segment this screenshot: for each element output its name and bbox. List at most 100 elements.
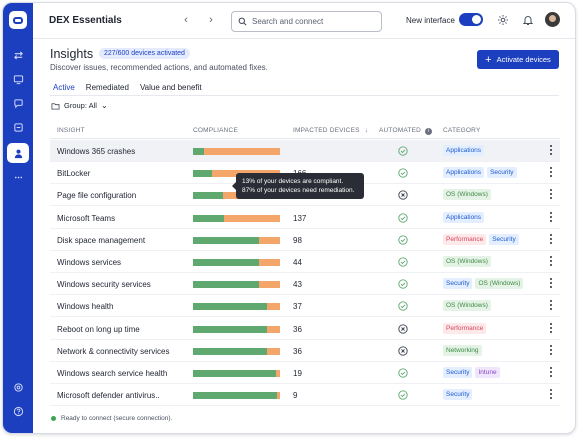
search-input[interactable] [252,17,372,26]
col-automated[interactable]: AUTOMATED i [379,127,433,135]
compliance-bar-compliant [193,236,260,244]
cross-circle-icon [398,346,408,356]
kebab-menu-icon[interactable] [548,300,554,312]
table-row[interactable]: Windows health 37 OS (Windows) [50,295,560,318]
status-dot-icon [51,416,56,421]
compliance-bar[interactable] [193,370,280,377]
col-compliance[interactable]: COMPLIANCE [193,127,238,134]
compliance-bar[interactable] [193,148,280,155]
impacted-devices-count: 19 [293,369,302,378]
kebab-menu-icon[interactable] [548,233,554,246]
compliance-bar[interactable] [193,325,280,333]
chat-icon[interactable] [10,95,26,111]
impacted-devices-count: 37 [293,302,302,312]
category-tag: OS (Windows) [443,189,491,201]
category-tag: Security [489,233,519,245]
table-row[interactable]: Windows security services 43 Security OS (W… [50,273,560,296]
devices-count-badge: 227/600 devices activated [99,48,190,59]
table-row[interactable]: Network & connectivity services 36 Network… [50,340,560,362]
impacted-devices-count: 137 [293,213,307,223]
search-box[interactable] [231,11,382,32]
category-tags: Security [443,389,473,401]
insight-name: Windows 365 crashes [57,147,136,156]
check-circle-icon [398,235,408,245]
kebab-menu-icon[interactable] [548,278,554,290]
impacted-devices-count: 9 [293,391,298,401]
category-tags: OS (Windows) [443,256,491,267]
kebab-menu-icon[interactable] [548,145,554,157]
compliance-bar[interactable] [193,347,280,355]
col-category[interactable]: CATEGORY [443,127,481,134]
forward-arrow-icon[interactable]: › [209,14,213,26]
table-row[interactable]: Microsoft Teams 137 Applications [50,207,560,229]
compliance-bar-noncompliant [204,148,280,155]
tab-remediated[interactable]: Remediated [85,83,129,92]
more-icon[interactable] [10,169,26,185]
impacted-devices-count: 36 [293,324,302,334]
category-tag: Networking [443,344,482,356]
compliance-bar-noncompliant [224,214,280,222]
table-row[interactable]: Windows search service health 19 Security I… [50,362,560,384]
cross-circle-icon [398,190,408,201]
col-insight[interactable]: INSIGHT [57,127,85,134]
insight-name: Network & connectivity services [57,346,170,356]
category-tag: Performance [443,322,487,334]
kebab-menu-icon[interactable] [548,389,554,401]
kebab-menu-icon[interactable] [548,322,554,335]
table-row[interactable]: Microsoft defender antivirus.. 9 Security [50,384,560,407]
insight-name: Windows services [57,258,122,267]
table-row[interactable]: Windows services 44 OS (Windows) [50,251,560,273]
compliance-bar[interactable] [193,303,280,311]
bell-icon[interactable] [522,14,534,26]
col-impacted[interactable]: IMPACTED DEVICES ↓ [293,127,368,134]
kebab-menu-icon[interactable] [548,211,554,224]
remote-screen-icon[interactable] [10,71,26,87]
page-title: Insights [50,47,94,61]
compliance-bar-compliant [193,303,267,311]
table-row[interactable]: Windows 365 crashes Applications [50,140,560,162]
help-icon[interactable] [10,403,26,419]
main-content: Insights 227/600 devices activated Disco… [33,39,575,433]
kebab-menu-icon[interactable] [548,344,554,357]
page-subtitle: Discover issues, recommended actions, an… [50,63,268,72]
search-icon [238,17,247,26]
activate-devices-label: Activate devices [496,55,551,64]
category-tag: Security [443,389,473,401]
category-tags: Security Intune [443,367,500,378]
kebab-menu-icon[interactable] [548,167,554,179]
category-tag: OS (Windows) [475,278,524,290]
compliance-bar[interactable] [193,236,280,244]
kebab-menu-icon[interactable] [548,189,554,201]
kebab-menu-icon[interactable] [548,367,554,379]
tab-value-and-benefit[interactable]: Value and benefit [139,83,202,92]
gear-icon[interactable] [497,14,509,26]
compliance-bar-compliant [193,259,260,266]
compliance-bar[interactable] [193,281,280,289]
insight-name: Disk space management [57,235,146,245]
category-tag: Applications [443,167,485,179]
table-row[interactable]: Disk space management 98 Performance Securi… [50,229,560,251]
zoom-icon[interactable] [10,379,26,395]
compliance-bar[interactable] [193,392,280,400]
back-arrow-icon[interactable]: ‹ [184,14,188,26]
devices-icon[interactable] [10,119,26,135]
table-row[interactable]: Reboot on long up time 36 Performance [50,318,560,340]
compliance-bar-noncompliant [266,325,280,333]
new-interface-toggle[interactable] [459,13,483,26]
kebab-menu-icon[interactable] [548,256,554,268]
compliance-bar-noncompliant [266,347,280,355]
compliance-bar-compliant [193,192,224,200]
compliance-bar-compliant [193,370,276,377]
insights-nav-icon[interactable] [7,143,29,163]
compliance-bar[interactable] [193,259,280,266]
avatar[interactable] [545,12,560,27]
activate-devices-button[interactable]: + Activate devices [477,50,559,69]
app-logo [9,11,27,29]
info-icon[interactable]: i [425,128,433,135]
group-filter[interactable]: Group: All ⌄ [51,101,108,110]
transfer-icon[interactable] [10,47,26,63]
compliance-bar[interactable] [193,214,280,222]
compliance-bar-noncompliant [259,281,280,289]
tab-active[interactable]: Active [50,81,78,96]
insight-name: Reboot on long up time [57,324,140,334]
